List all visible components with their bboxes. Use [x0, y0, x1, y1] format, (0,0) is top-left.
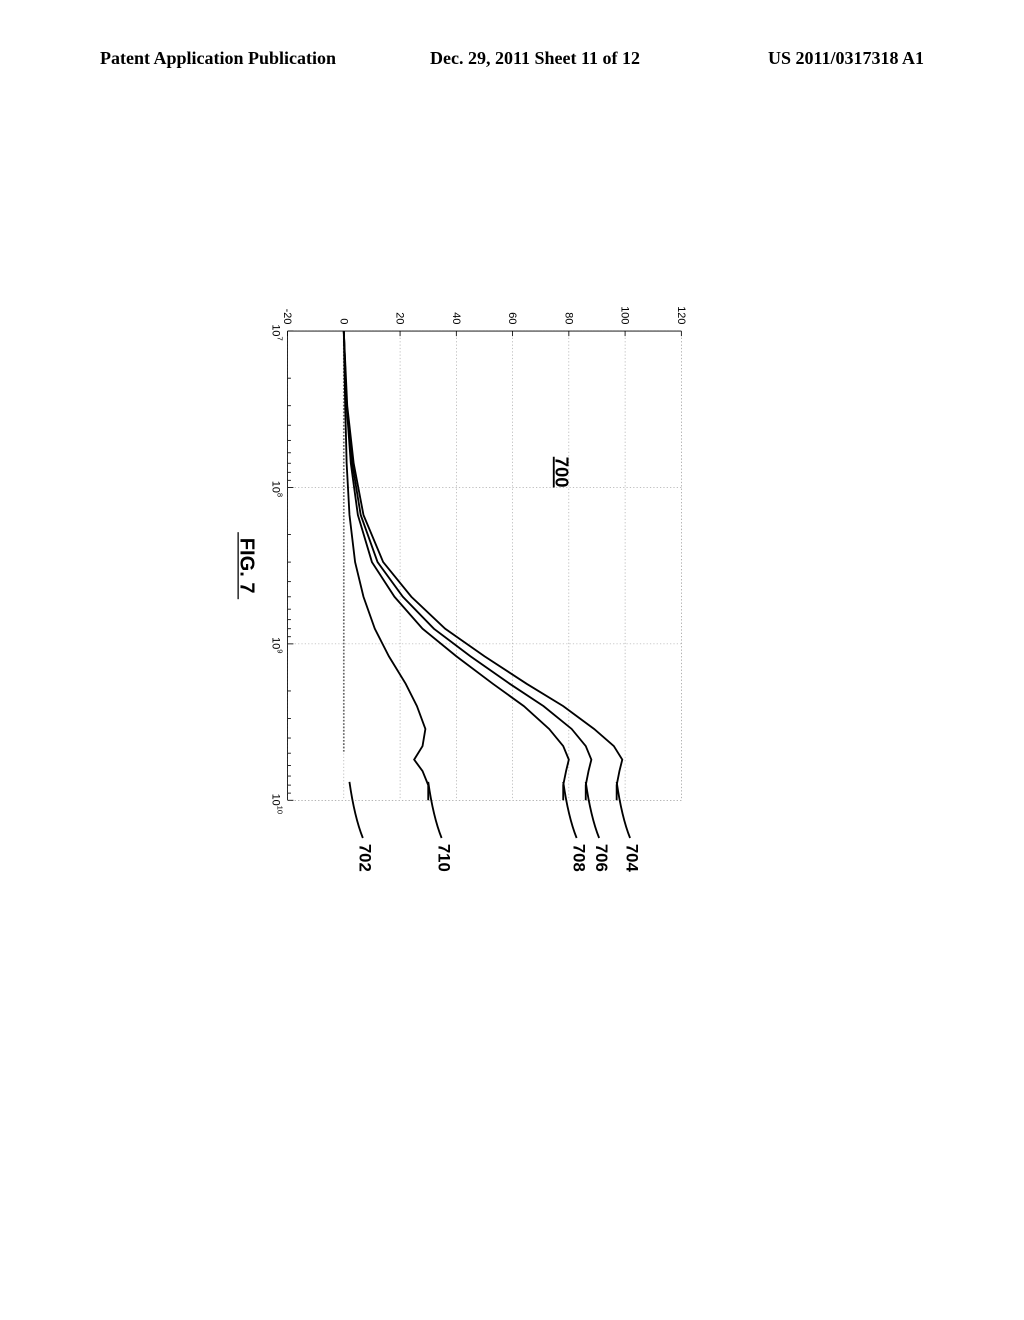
svg-text:108: 108 — [269, 481, 284, 497]
figure-container: 107 108 109 1010 -20 0 20 40 60 80 100 120 704 706708… — [65, 285, 795, 905]
svg-text:700: 700 — [552, 457, 573, 488]
chart-svg: 107 108 109 1010 -20 0 20 40 60 80 100 120 704 706708… — [65, 285, 795, 905]
svg-text:0: 0 — [337, 318, 349, 324]
svg-text:120: 120 — [675, 306, 687, 324]
header-right: US 2011/0317318 A1 — [768, 48, 924, 69]
header-left: Patent Application Publication — [100, 48, 336, 69]
svg-text:702: 702 — [356, 844, 375, 872]
svg-text:FIG. 7: FIG. 7 — [236, 538, 258, 594]
svg-text:1010: 1010 — [269, 794, 284, 815]
svg-text:-20: -20 — [281, 309, 293, 325]
svg-text:40: 40 — [450, 312, 462, 324]
header-center: Dec. 29, 2011 Sheet 11 of 12 — [430, 48, 640, 69]
svg-text:706: 706 — [592, 844, 611, 872]
svg-text:109: 109 — [269, 637, 284, 653]
svg-text:20: 20 — [394, 312, 406, 324]
svg-text:708: 708 — [569, 844, 588, 872]
svg-text:107: 107 — [269, 324, 284, 340]
svg-text:80: 80 — [562, 312, 574, 324]
svg-text:704: 704 — [623, 844, 642, 873]
svg-text:60: 60 — [506, 312, 518, 324]
svg-text:100: 100 — [619, 306, 631, 324]
svg-text:710: 710 — [434, 844, 453, 872]
